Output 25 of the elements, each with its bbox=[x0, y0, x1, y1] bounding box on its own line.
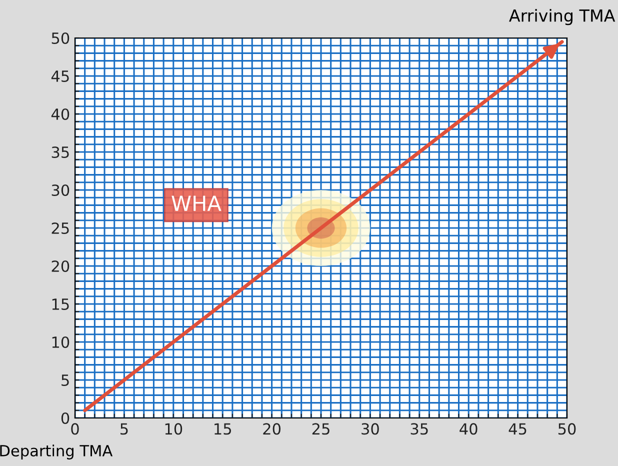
y-tick-label: 50 bbox=[52, 32, 70, 44]
x-tick-label: 50 bbox=[558, 423, 576, 435]
y-tick-label: 10 bbox=[52, 336, 70, 348]
y-tick-label: 30 bbox=[52, 184, 70, 196]
x-tick-label: 35 bbox=[410, 423, 428, 435]
y-tick-label: 40 bbox=[51, 108, 70, 120]
x-tick-label: 5 bbox=[120, 423, 128, 435]
y-tick-label: 5 bbox=[62, 374, 69, 386]
annotation: Arriving TMA bbox=[509, 9, 616, 26]
x-tick-label: 10 bbox=[165, 423, 182, 435]
x-tick-label: 30 bbox=[362, 423, 379, 435]
y-tick-label: 25 bbox=[52, 222, 69, 234]
x-tick-label: 15 bbox=[214, 423, 231, 435]
annotation: WHA bbox=[172, 196, 222, 211]
y-tick-label: 35 bbox=[52, 146, 69, 158]
x-tick-label: 45 bbox=[508, 423, 526, 435]
y-tick-label: 15 bbox=[52, 298, 69, 310]
x-tick-label: 25 bbox=[312, 423, 330, 435]
y-tick-label: 45 bbox=[51, 70, 69, 82]
x-tick-label: 0 bbox=[71, 423, 79, 435]
y-tick-label: 0 bbox=[61, 412, 70, 424]
x-tick-label: 40 bbox=[460, 423, 478, 435]
x-tick-label: 20 bbox=[263, 423, 281, 435]
y-tick-label: 20 bbox=[52, 260, 70, 272]
annotation: Departing TMA bbox=[0, 444, 113, 460]
